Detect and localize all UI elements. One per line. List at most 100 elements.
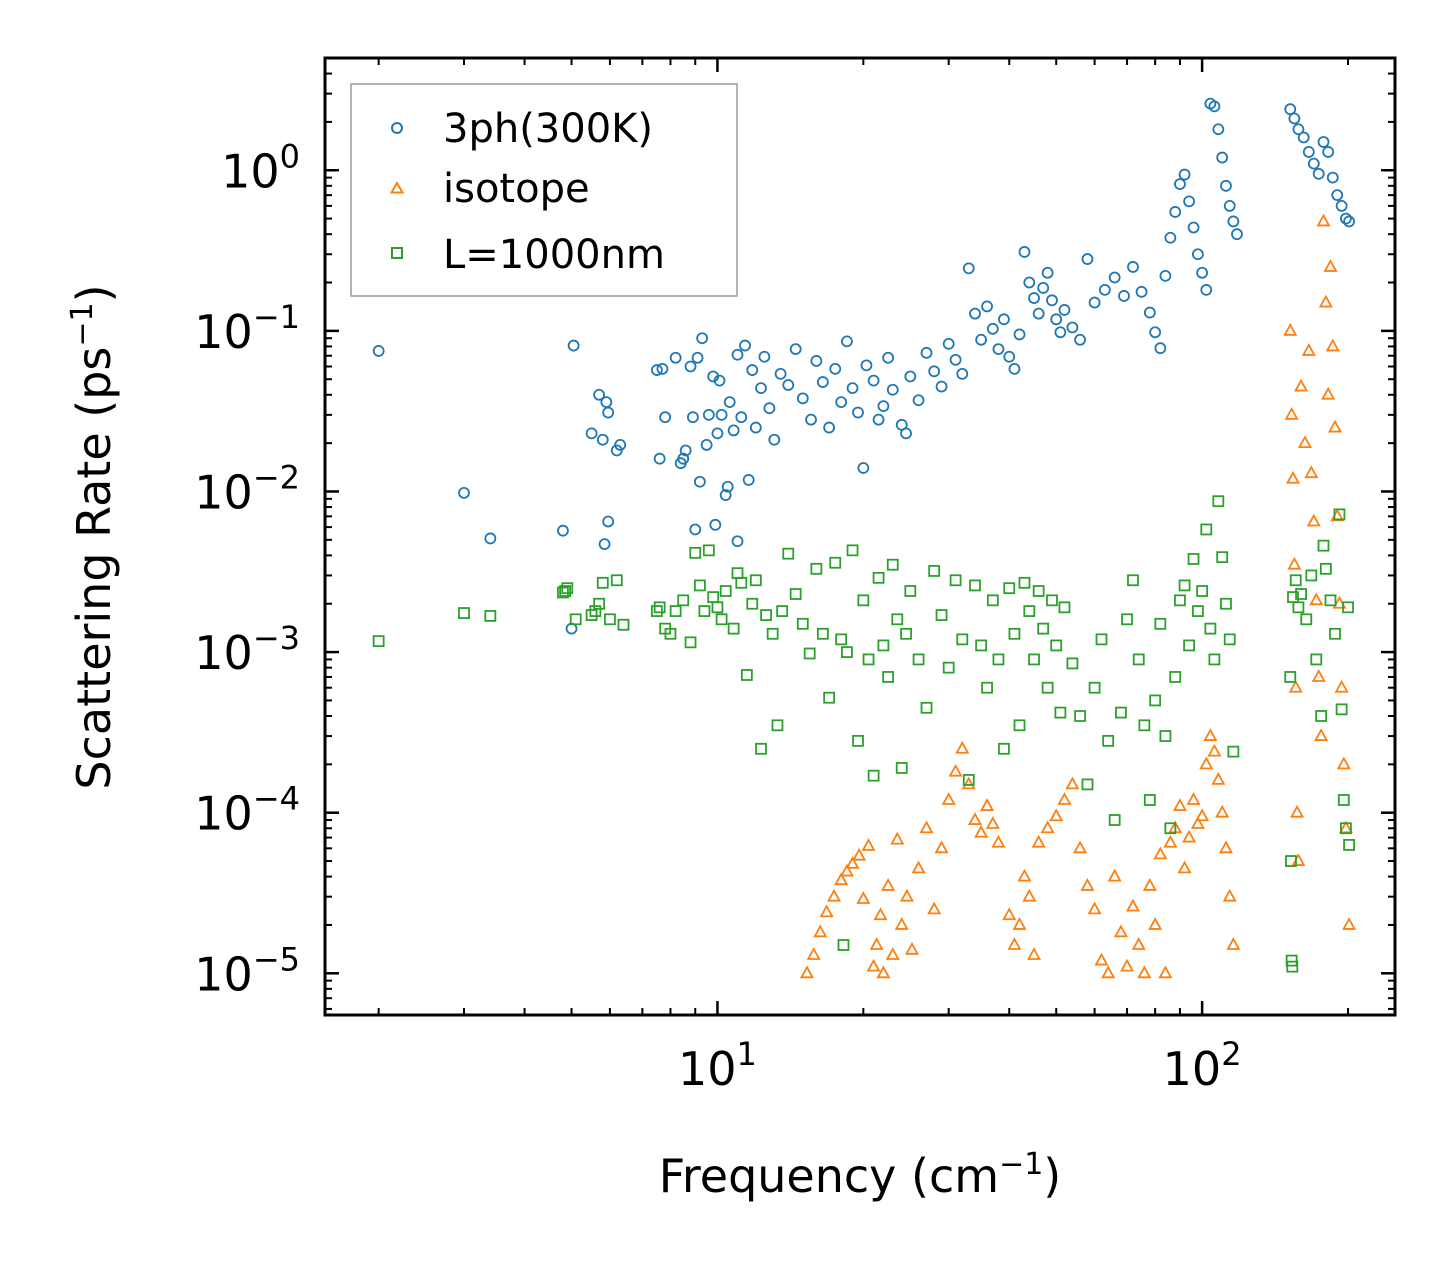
data-point-isotope <box>1207 743 1222 757</box>
data-point-isotope <box>919 820 934 834</box>
data-point-boundary <box>610 574 623 587</box>
data-point-boundary <box>1216 551 1229 564</box>
data-point-3ph <box>992 343 1005 355</box>
data-point-3ph <box>920 346 933 359</box>
data-point-3ph <box>731 348 744 361</box>
x-tick-labels: 101 102 <box>678 1035 1242 1096</box>
data-point-isotope <box>1158 965 1173 979</box>
data-point-3ph <box>758 350 771 363</box>
data-point-3ph <box>1159 269 1172 282</box>
data-point-boundary <box>962 774 975 786</box>
data-point-3ph <box>1288 112 1301 125</box>
data-point-isotope <box>961 776 976 790</box>
data-point-boundary <box>755 742 767 755</box>
data-point-3ph <box>1135 285 1148 298</box>
data-point-3ph <box>1183 195 1195 208</box>
data-point-boundary <box>1041 681 1054 694</box>
data-point-3ph <box>1127 261 1139 273</box>
data-point-3ph <box>1154 342 1167 355</box>
data-point-boundary <box>862 653 875 666</box>
data-point-isotope <box>1153 846 1168 860</box>
data-point-isotope <box>1294 378 1309 392</box>
data-point-3ph <box>1223 199 1236 212</box>
data-point-3ph <box>1008 362 1021 375</box>
data-point-boundary <box>561 582 574 595</box>
data-point-3ph <box>860 359 873 372</box>
data-point-boundary <box>1329 627 1341 640</box>
data-point-isotope <box>1288 679 1303 693</box>
data-point-3ph <box>857 462 870 474</box>
data-point-3ph <box>1028 292 1040 304</box>
data-point-3ph <box>735 411 748 424</box>
data-point-boundary <box>1127 574 1139 587</box>
data-point-isotope <box>1101 965 1116 979</box>
data-point-boundary <box>669 605 682 617</box>
data-point-boundary <box>1149 694 1162 707</box>
data-point-3ph <box>1335 199 1348 212</box>
data-point-isotope <box>1163 834 1178 848</box>
data-point-3ph <box>1292 123 1305 136</box>
data-point-boundary <box>1132 653 1145 666</box>
data-point-boundary <box>846 544 859 557</box>
data-point-3ph <box>593 388 606 401</box>
data-point-boundary <box>1208 653 1221 666</box>
data-point-3ph <box>1066 321 1079 334</box>
data-point-3ph <box>1200 283 1213 296</box>
data-point-isotope <box>1022 888 1037 902</box>
data-point-boundary <box>852 734 864 747</box>
data-point-isotope <box>885 947 900 960</box>
data-point-3ph <box>1118 290 1130 302</box>
data-point-isotope <box>1215 804 1230 818</box>
data-point-3ph <box>796 392 809 405</box>
data-point-3ph <box>691 351 704 364</box>
data-point-3ph <box>1216 151 1229 164</box>
data-point-3ph <box>877 400 890 413</box>
data-point-isotope <box>1017 868 1032 882</box>
data-point-boundary <box>1018 576 1031 589</box>
data-point-boundary <box>891 613 904 626</box>
data-point-3ph <box>969 307 981 320</box>
data-point-boundary <box>650 605 663 617</box>
data-point-isotope <box>839 863 854 877</box>
data-point-3ph <box>900 427 912 440</box>
data-point-3ph <box>715 408 728 421</box>
data-point-3ph <box>1212 123 1225 136</box>
data-point-isotope <box>1304 465 1319 479</box>
data-point-3ph <box>1322 146 1335 158</box>
data-point-boundary <box>372 635 385 648</box>
data-point-isotope <box>980 798 995 811</box>
data-point-isotope <box>813 924 828 938</box>
axes-frame <box>323 56 1397 1017</box>
data-point-3ph <box>1326 171 1339 184</box>
data-point-3ph <box>1302 146 1315 158</box>
data-point-3ph <box>727 424 740 437</box>
data-point-boundary <box>1204 622 1217 635</box>
data-point-isotope <box>1327 419 1343 433</box>
data-point-isotope <box>941 792 956 805</box>
data-point-boundary <box>727 622 740 635</box>
data-point-boundary <box>1169 671 1182 683</box>
data-point-boundary <box>920 701 933 714</box>
data-point-3ph <box>1343 215 1355 228</box>
data-point-isotope <box>1131 937 1146 950</box>
data-point-3ph <box>1284 103 1297 116</box>
data-point-isotope <box>1318 294 1333 308</box>
data-point-boundary <box>1324 594 1337 607</box>
legend-marker-triangle-icon <box>389 181 405 194</box>
data-point-isotope <box>1186 792 1201 805</box>
data-point-isotope <box>974 824 989 838</box>
data-point-isotope <box>927 901 942 915</box>
data-point-boundary <box>776 605 789 617</box>
data-point-boundary <box>1074 710 1086 722</box>
data-point-isotope <box>1080 878 1095 891</box>
data-point-boundary <box>810 562 823 575</box>
y-tick-label: 10−1 <box>194 298 300 359</box>
data-point-3ph <box>709 518 722 531</box>
major-ticks <box>325 58 1395 1015</box>
data-point-boundary <box>1187 553 1200 565</box>
data-point-3ph <box>585 427 598 440</box>
data-point-3ph <box>484 532 497 545</box>
data-point-isotope <box>1073 840 1088 854</box>
data-point-boundary <box>942 661 955 674</box>
y-tick-label: 10−4 <box>194 780 300 841</box>
